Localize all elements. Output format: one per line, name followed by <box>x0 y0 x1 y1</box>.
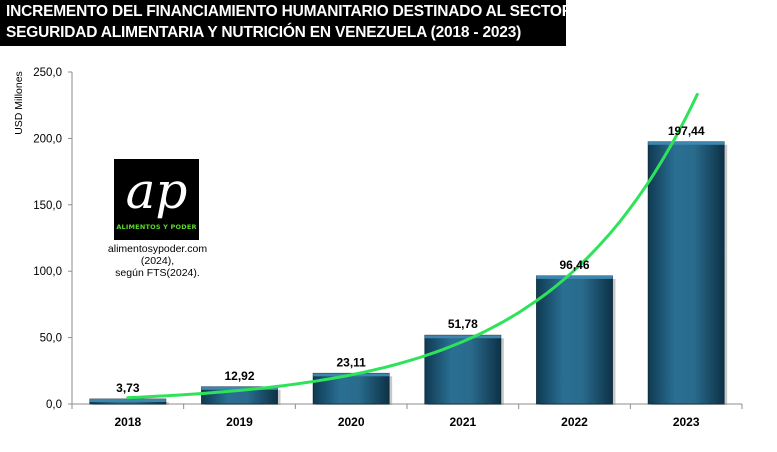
bar <box>312 372 390 405</box>
bar <box>424 334 502 405</box>
logo-mark: ap <box>125 162 188 220</box>
bar-top-highlight <box>648 141 725 145</box>
chart-title-line-2: SEGURIDAD ALIMENTARIA Y NUTRICIÓN EN VEN… <box>6 24 522 41</box>
data-label: 197,44 <box>668 124 705 138</box>
x-tick-label: 2018 <box>114 415 141 429</box>
source-line-2: según FTS(2024). <box>115 267 200 279</box>
data-label: 3,73 <box>116 381 140 395</box>
x-tick-label: 2022 <box>561 415 588 429</box>
source-line-1: alimentosypoder.com (2024), <box>107 243 208 267</box>
bar-top-highlight <box>424 335 501 339</box>
data-label: 51,78 <box>448 317 478 331</box>
alimentos-y-poder-logo: ap ALIMENTOS Y PODER <box>114 159 199 240</box>
bar <box>536 275 613 405</box>
x-tick-label: 2019 <box>226 415 253 429</box>
x-tick-label: 2023 <box>673 415 700 429</box>
exponential-trendline <box>126 92 699 400</box>
data-label: 96,46 <box>559 258 589 272</box>
y-tick-label: 250,0 <box>33 67 62 79</box>
y-tick-label: 50,0 <box>40 333 62 345</box>
chart-title-banner: INCREMENTO DEL FINANCIAMIENTO HUMANITARI… <box>0 0 573 46</box>
y-tick-label: 0,0 <box>46 399 62 411</box>
y-tick-label: 100,0 <box>33 266 62 278</box>
source-note: alimentosypoder.com (2024), según FTS(20… <box>90 243 225 279</box>
bar-top-highlight <box>536 275 613 279</box>
bar <box>647 141 725 405</box>
logo-subtitle: ALIMENTOS Y PODER <box>116 223 197 231</box>
y-tick-label: 200,0 <box>33 133 62 145</box>
y-tick-label: 150,0 <box>33 200 62 212</box>
data-label: 23,11 <box>336 355 366 369</box>
y-axis-label: USD Millones <box>13 71 25 135</box>
bar-top-highlight <box>201 386 278 390</box>
chart-title-line-1: INCREMENTO DEL FINANCIAMIENTO HUMANITARI… <box>6 3 573 20</box>
bar-top-highlight <box>89 399 166 403</box>
data-label: 12,92 <box>224 369 254 383</box>
x-tick-label: 2020 <box>338 415 365 429</box>
x-tick-label: 2021 <box>449 415 476 429</box>
